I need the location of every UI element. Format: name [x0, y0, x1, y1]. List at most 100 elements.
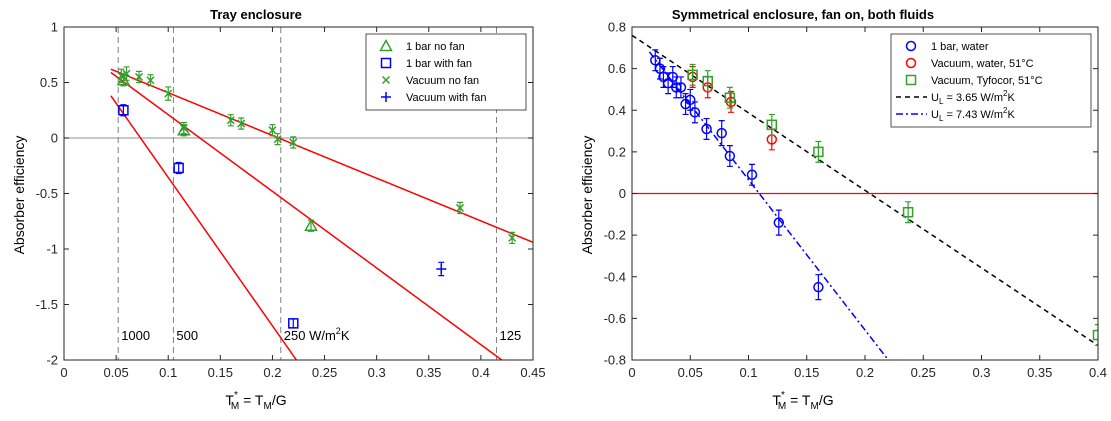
error-bar	[703, 117, 710, 140]
data-point	[813, 146, 824, 158]
data-point	[146, 76, 155, 85]
legend-marker	[381, 75, 391, 85]
legend-marker	[905, 40, 917, 52]
data-point	[135, 72, 144, 81]
y-axis-label: Absorber efficiency	[579, 136, 595, 255]
legend-label: Vacuum no fan	[406, 75, 479, 87]
reference-line-label: 250 W/m2K	[284, 326, 350, 343]
data-point	[226, 116, 235, 125]
legend-entry: Vacuum no fan	[381, 75, 479, 87]
legend: 1 bar, water Vacuum, water, 51°C Vacuum, T…	[890, 33, 1092, 128]
data-point	[746, 169, 758, 181]
x-tick-label: 0	[628, 365, 635, 380]
legend-label: UL = 3.65 W/m2K	[931, 89, 1015, 106]
y-tick-label: -0.4	[604, 269, 626, 284]
y-tick-label: -0.8	[604, 353, 626, 368]
legend-entry: UL = 7.43 W/m2K	[896, 106, 1015, 123]
data-point	[268, 126, 277, 135]
x-tick-label: 0.4	[472, 365, 490, 380]
legend-entry: 1 bar, water	[905, 40, 989, 53]
y-tick-label: 0	[619, 186, 626, 201]
x-tick-label: 0.05	[103, 365, 128, 380]
x-tick-label: 0.25	[911, 365, 936, 380]
data-point	[173, 162, 184, 174]
plot-area: 1000 500 250 W/m2K 125 0 0.05 0.1 0.15 0.2 0.25 0.…	[36, 20, 546, 381]
data-point	[813, 281, 824, 293]
series	[117, 66, 517, 245]
series	[650, 49, 824, 301]
fit-line	[110, 95, 298, 360]
x-tick-label: 0.4	[1089, 365, 1107, 380]
data-point	[117, 71, 126, 80]
legend-box	[890, 33, 1092, 128]
data-point	[702, 75, 713, 87]
data-point	[773, 217, 785, 228]
error-bar	[704, 70, 711, 93]
data-point	[508, 233, 517, 242]
error-bar	[768, 113, 775, 136]
x-tick-label: 0.15	[208, 365, 233, 380]
data-point	[456, 203, 465, 212]
error-bar	[815, 140, 822, 163]
data-point	[902, 206, 914, 218]
x-axis-label: T* M = TM/G	[225, 390, 286, 412]
legend-label: Vacuum with fan	[406, 92, 487, 104]
x-axis-label: T* M = TM/G	[772, 390, 833, 412]
chart-title: Symmetrical enclosure, fan on, both flui…	[672, 7, 934, 22]
x-tick-label: 0.35	[1027, 365, 1052, 380]
y-tick-label: -0.6	[604, 311, 626, 326]
error-bar	[726, 86, 733, 109]
data-point	[766, 119, 778, 131]
error-bar	[691, 101, 698, 124]
legend-entry: 1 bar with fan	[380, 57, 472, 70]
y-tick-label: -0.5	[36, 186, 58, 201]
x-tick-label: 0.2	[856, 365, 874, 380]
reference-line-label: 1000	[121, 328, 150, 343]
error-bar	[748, 163, 755, 186]
data-point	[689, 107, 701, 118]
data-point	[164, 89, 173, 98]
data-point	[675, 82, 687, 93]
legend-entry: Vacuum, water, 51°C	[905, 57, 1034, 70]
x-tick-label: 0.45	[520, 365, 545, 380]
data-point	[724, 150, 736, 162]
y-tick-label: 0.2	[608, 144, 626, 159]
data-point	[237, 119, 246, 128]
error-bar	[1095, 324, 1098, 347]
fit-line	[648, 51, 889, 360]
data-point	[273, 135, 282, 144]
plot-area: 0 0.05 0.1 0.15 0.2 0.25 0.3 0.35 0.4 -0.8 -0.6 -0.…	[604, 20, 1107, 381]
x-tick-label: 0.3	[368, 365, 386, 380]
legend-label: Vacuum, Tyfocor, 51°C	[931, 75, 1043, 87]
series	[436, 261, 447, 277]
chart-symmetrical-enclosure: Symmetrical enclosure, fan on, both flui…	[579, 7, 1107, 412]
legend-marker	[905, 57, 917, 69]
legend-marker	[380, 57, 392, 69]
reference-line-label: 500	[176, 328, 198, 343]
legend: 1 bar no fan 1 bar with fan Vacuum no fan V…	[365, 33, 527, 111]
x-tick-label: 0.05	[678, 365, 703, 380]
error-bar	[726, 145, 733, 168]
error-bar	[682, 93, 689, 116]
data-point	[701, 123, 712, 135]
error-bar	[718, 120, 725, 147]
y-tick-label: -0.2	[604, 228, 626, 243]
reference-line-label: 125	[500, 328, 522, 343]
data-point	[1092, 329, 1098, 341]
data-point	[685, 94, 696, 106]
data-point	[724, 92, 736, 104]
legend-box	[365, 33, 527, 111]
data-point	[436, 263, 447, 274]
legend-entry: UL = 3.65 W/m2K	[896, 89, 1015, 106]
x-tick-label: 0.1	[739, 365, 757, 380]
x-tick-label: 0.25	[312, 365, 337, 380]
legend-marker	[905, 74, 917, 86]
x-tick-label: 0.2	[263, 365, 281, 380]
error-bar	[677, 76, 684, 99]
data-point	[179, 123, 188, 133]
y-tick-label: -1.5	[36, 297, 58, 312]
legend-label: 1 bar no fan	[406, 41, 465, 53]
y-tick-label: 0	[51, 131, 58, 146]
y-axis-label: Absorber efficiency	[11, 136, 27, 255]
